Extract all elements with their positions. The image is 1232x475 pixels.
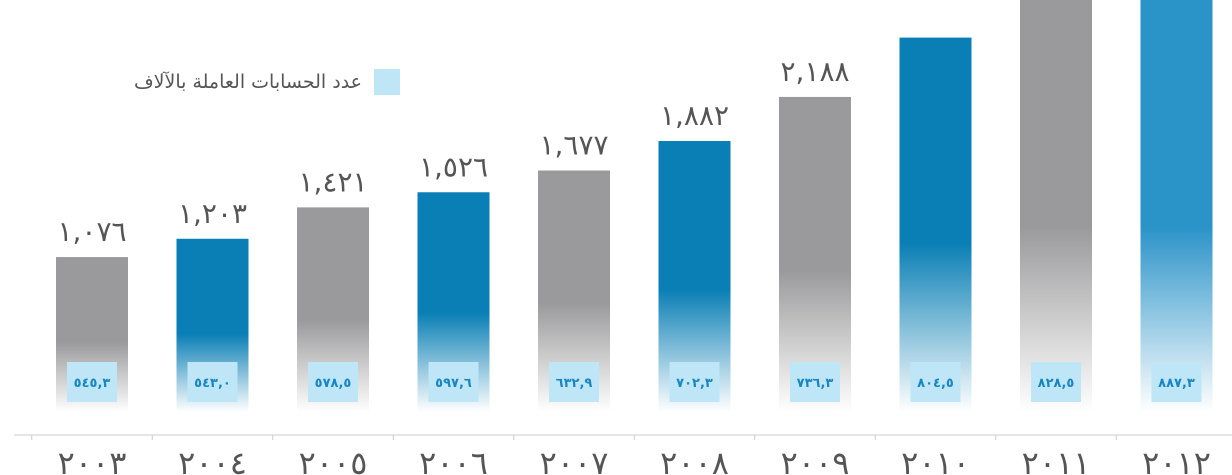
- x-tick-label-5: ٢٠٠٧: [540, 444, 609, 475]
- bar-8: [900, 38, 972, 412]
- secondary-label-4: ٥٩٧,٦: [435, 376, 472, 391]
- x-tick-label-4: ٢٠٠٦: [419, 444, 488, 475]
- bar-10: [1141, 0, 1213, 412]
- secondary-label-2: ٥٤٣,٠: [194, 376, 231, 391]
- value-label-5: ١,٦٧٧: [539, 129, 608, 162]
- secondary-label-6: ٧٠٢,٣: [676, 376, 713, 391]
- secondary-label-10: ٨٨٧,٣: [1158, 376, 1195, 391]
- x-tick-label-3: ٢٠٠٥: [299, 444, 368, 475]
- x-tick-label-1: ٢٠٠٣: [58, 444, 127, 475]
- x-tick-label-2: ٢٠٠٤: [178, 444, 247, 475]
- secondary-label-5: ٦٣٢,٩: [556, 376, 593, 391]
- secondary-label-7: ٧٣٦,٣: [797, 376, 834, 391]
- value-label-3: ١,٤٢١: [298, 165, 367, 198]
- value-label-1: ١,٠٧٦: [57, 215, 126, 248]
- legend-label: عدد الحسابات العاملة بالآلاف: [134, 71, 362, 93]
- value-label-4: ١,٥٢٦: [419, 150, 488, 183]
- value-label-2: ١,٢٠٣: [178, 197, 247, 230]
- value-label-7: ٢,١٨٨: [780, 55, 849, 88]
- x-axis: ٢٠٠٣ ٢٠٠٤ ٢٠٠٥ ٢٠٠٦ ٢٠٠٧ ٢٠٠٨ ٢٠٠٩ ٢٠١٠ ٢٠١١ ٢٠١٢: [14, 435, 1232, 475]
- secondary-label-8: ٨٠٤,٥: [917, 376, 954, 391]
- x-tick-label-7: ٢٠٠٩: [781, 444, 850, 475]
- legend-swatch: [374, 69, 400, 95]
- secondary-label-1: ٥٤٥,٣: [74, 376, 111, 391]
- secondary-label-9: ٨٢٨,٥: [1038, 376, 1075, 391]
- x-tick-label-10: ٢٠١٢: [1142, 444, 1211, 475]
- legend: عدد الحسابات العاملة بالآلاف: [60, 66, 400, 98]
- x-tick-label-8: ٢٠١٠: [901, 444, 970, 475]
- secondary-label-3: ٥٧٨,٥: [315, 376, 352, 391]
- value-label-6: ١,٨٨٢: [660, 99, 729, 132]
- x-tick-label-9: ٢٠١١: [1022, 444, 1091, 475]
- bar-9: [1020, 0, 1092, 412]
- x-tick-label-6: ٢٠٠٨: [660, 444, 729, 475]
